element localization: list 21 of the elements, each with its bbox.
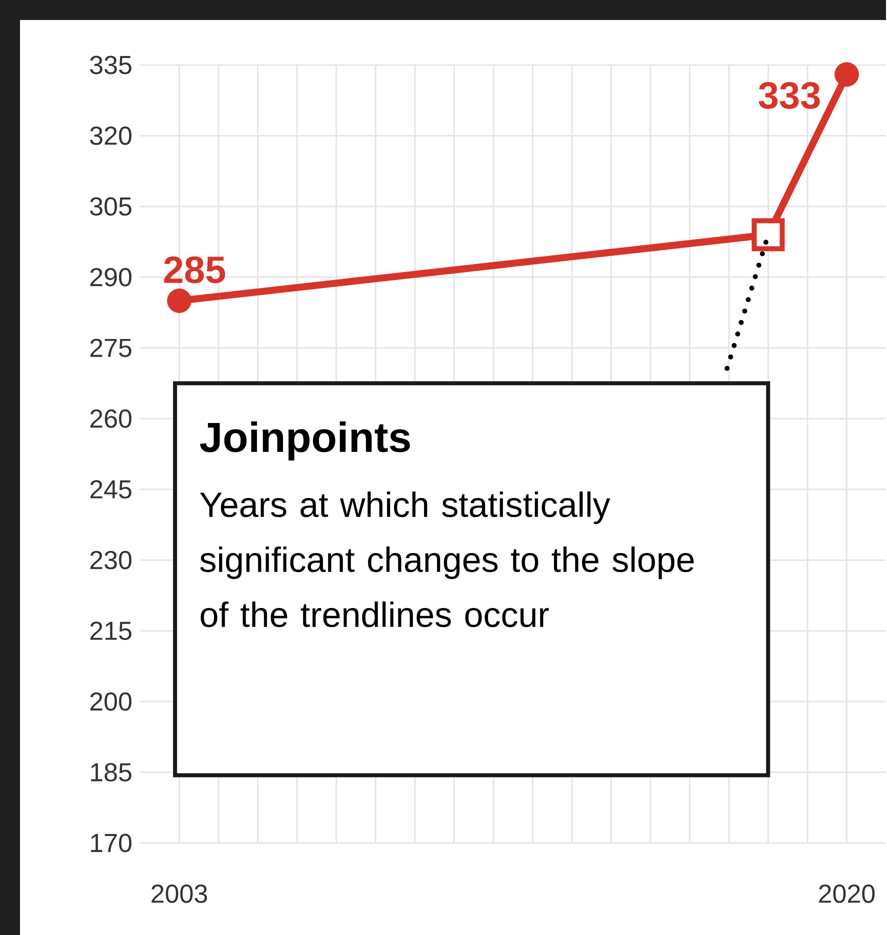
x-tick-label: 2003 — [152, 884, 208, 903]
y-tick-label: 290 — [90, 268, 132, 286]
point — [834, 62, 860, 87]
y-tick-label: 320 — [90, 126, 132, 145]
annotation: Joinpoints — [200, 421, 410, 461]
point — [752, 218, 785, 252]
y-tick-label: 335 — [90, 56, 132, 74]
data-label: 333 — [758, 82, 820, 109]
data-label: 285 — [164, 256, 226, 284]
y-tick-label: 275 — [90, 338, 132, 358]
point — [167, 288, 192, 313]
y-tick-label: 185 — [91, 763, 132, 782]
y-tick-label: 305 — [90, 197, 132, 216]
y-tick-label: 260 — [90, 409, 132, 428]
y-tick-label: 170 — [91, 834, 132, 852]
y-tick-label: 245 — [90, 480, 132, 499]
annotation: Years at which statistically significant changes to the slope of the trendlines occur — [200, 491, 694, 628]
y-tick-label: 230 — [90, 550, 132, 570]
y-tick-label: 200 — [90, 692, 132, 711]
x-tick-label: 2020 — [819, 884, 875, 903]
y-tick-label: 215 — [90, 622, 132, 640]
